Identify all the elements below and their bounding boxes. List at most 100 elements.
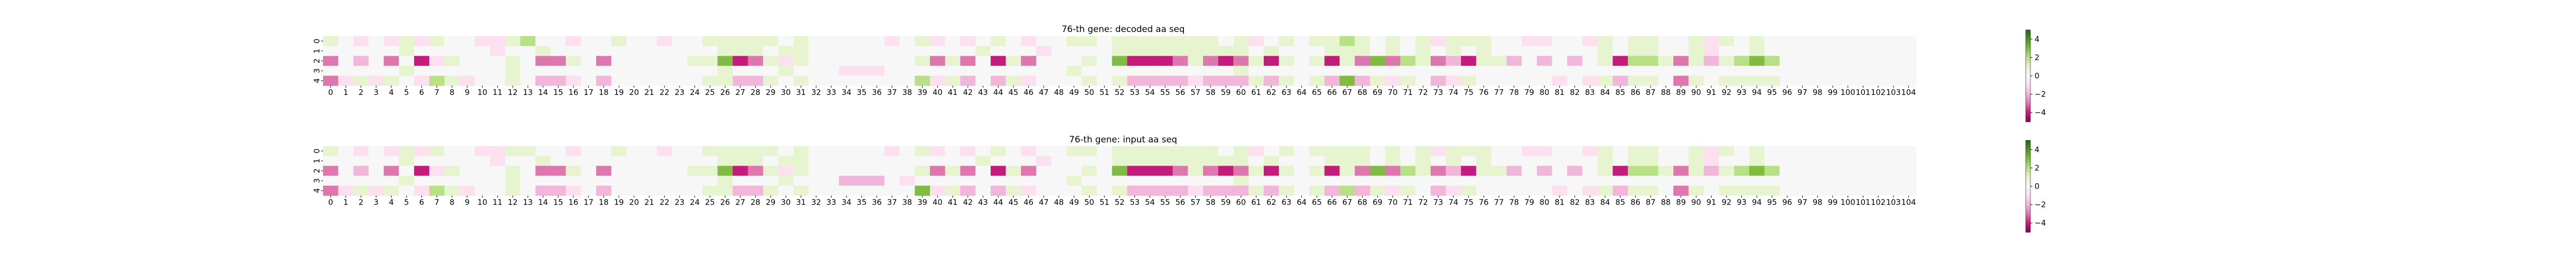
colorbar-segment bbox=[2026, 183, 2030, 185]
heatmap-cell bbox=[1081, 175, 1097, 186]
x-tick-label: 23 bbox=[675, 88, 685, 97]
x-tick-label: 85 bbox=[1615, 198, 1625, 207]
heatmap-cell bbox=[1719, 66, 1735, 76]
heatmap-cell bbox=[460, 36, 475, 46]
heatmap-cell bbox=[489, 146, 505, 156]
heatmap-cell bbox=[1021, 146, 1037, 156]
heatmap-cell bbox=[1780, 56, 1795, 66]
x-tick-label: 10 bbox=[478, 198, 487, 207]
heatmap-cell bbox=[1218, 166, 1234, 176]
heatmap-cell bbox=[489, 166, 505, 176]
x-tick-label: 3 bbox=[374, 198, 379, 207]
x-tick-label: 37 bbox=[887, 198, 897, 207]
heatmap-cell bbox=[748, 166, 764, 176]
x-tick-label: 8 bbox=[450, 198, 455, 207]
colorbar-segment bbox=[2026, 166, 2030, 168]
heatmap-cell bbox=[960, 66, 976, 76]
heatmap-cell bbox=[1203, 66, 1218, 76]
heatmap-cell bbox=[414, 75, 430, 86]
heatmap-cell bbox=[1430, 46, 1446, 56]
heatmap-cell bbox=[1036, 175, 1052, 186]
heatmap-cell bbox=[1233, 185, 1249, 196]
x-tick-label: 54 bbox=[1145, 88, 1155, 97]
heatmap-cell bbox=[717, 36, 733, 46]
x-tick-label: 24 bbox=[690, 88, 700, 97]
colorbar-segment bbox=[2026, 143, 2030, 146]
heatmap-cell bbox=[1066, 46, 1082, 56]
colorbar-segment bbox=[2026, 190, 2030, 193]
heatmap-cell bbox=[1340, 36, 1355, 46]
x-tick-label: 59 bbox=[1221, 88, 1231, 97]
colorbar-segment bbox=[2026, 163, 2030, 165]
heatmap-cell bbox=[763, 156, 778, 166]
heatmap-cells bbox=[323, 146, 1917, 196]
heatmap-cell bbox=[550, 185, 566, 196]
heatmap-cell bbox=[1142, 75, 1158, 86]
colorbar-segment bbox=[2026, 217, 2030, 219]
heatmap-cell bbox=[550, 156, 566, 166]
heatmap-cell bbox=[1309, 66, 1325, 76]
heatmap-cell bbox=[1415, 56, 1431, 66]
heatmap-cell bbox=[1810, 146, 1825, 156]
heatmap-cell bbox=[1354, 75, 1370, 86]
heatmap-cell bbox=[1901, 56, 1917, 66]
heatmap-cell bbox=[1324, 56, 1340, 66]
colorbar-segment bbox=[2026, 78, 2030, 81]
heatmap-cell bbox=[474, 146, 490, 156]
heatmap-cell bbox=[793, 36, 809, 46]
heatmap-cell bbox=[914, 146, 930, 156]
heatmap-cell bbox=[1491, 146, 1507, 156]
heatmap-cell bbox=[1294, 156, 1310, 166]
heatmap-cell bbox=[717, 56, 733, 66]
heatmap-cell bbox=[808, 46, 824, 56]
colorbar-segment bbox=[2026, 174, 2030, 176]
heatmap-cell bbox=[733, 185, 748, 196]
heatmap-cell bbox=[930, 185, 945, 196]
colorbar-segment bbox=[2026, 228, 2030, 230]
heatmap-cell bbox=[1567, 36, 1583, 46]
heatmap-cell bbox=[1810, 75, 1825, 86]
heatmap-cell bbox=[854, 175, 870, 186]
x-tick-label: 0 bbox=[328, 88, 333, 97]
heatmap-cell bbox=[1203, 166, 1218, 176]
colorbar-segment bbox=[2026, 154, 2030, 156]
heatmap-cell bbox=[1597, 46, 1613, 56]
heatmap-cell bbox=[1552, 66, 1568, 76]
heatmap-cell bbox=[641, 75, 657, 86]
x-tick-label: 83 bbox=[1585, 88, 1595, 97]
heatmap-cell bbox=[854, 146, 870, 156]
heatmap-cell bbox=[1658, 36, 1674, 46]
x-tick-label: 69 bbox=[1372, 88, 1382, 97]
heatmap-cell bbox=[1764, 156, 1780, 166]
heatmap-cell bbox=[1567, 185, 1583, 196]
heatmap-cell bbox=[1688, 156, 1704, 166]
heatmap-cell bbox=[1188, 185, 1204, 196]
x-tick-label: 58 bbox=[1206, 88, 1215, 97]
heatmap-cell bbox=[808, 75, 824, 86]
heatmap-cell bbox=[1673, 175, 1689, 186]
heatmap-cell bbox=[1430, 66, 1446, 76]
x-tick-label: 75 bbox=[1464, 198, 1473, 207]
heatmap-cell bbox=[566, 166, 582, 176]
heatmap-cell bbox=[1870, 46, 1886, 56]
heatmap-cell bbox=[323, 175, 338, 186]
colorbar-segment bbox=[2026, 198, 2030, 201]
heatmap-cell bbox=[884, 175, 900, 186]
heatmap-cell bbox=[1870, 156, 1886, 166]
heatmap-cell bbox=[1157, 66, 1173, 76]
x-tick-label: 20 bbox=[629, 88, 639, 97]
heatmap-cell bbox=[930, 36, 945, 46]
heatmap-cell bbox=[854, 36, 870, 46]
heatmap-cell bbox=[353, 175, 369, 186]
heatmap-cell bbox=[1370, 36, 1385, 46]
colorbar-segment bbox=[2026, 177, 2030, 179]
heatmap-cell bbox=[748, 156, 764, 166]
heatmap-cell bbox=[869, 156, 885, 166]
heatmap-cell bbox=[839, 175, 855, 186]
heatmap-cell bbox=[1582, 66, 1598, 76]
x-tick-label: 1 bbox=[343, 198, 348, 207]
heatmap-cell bbox=[839, 75, 855, 86]
heatmap-cell bbox=[1446, 166, 1462, 176]
x-tick-label: 94 bbox=[1752, 198, 1761, 207]
heatmap-cell bbox=[1749, 36, 1765, 46]
